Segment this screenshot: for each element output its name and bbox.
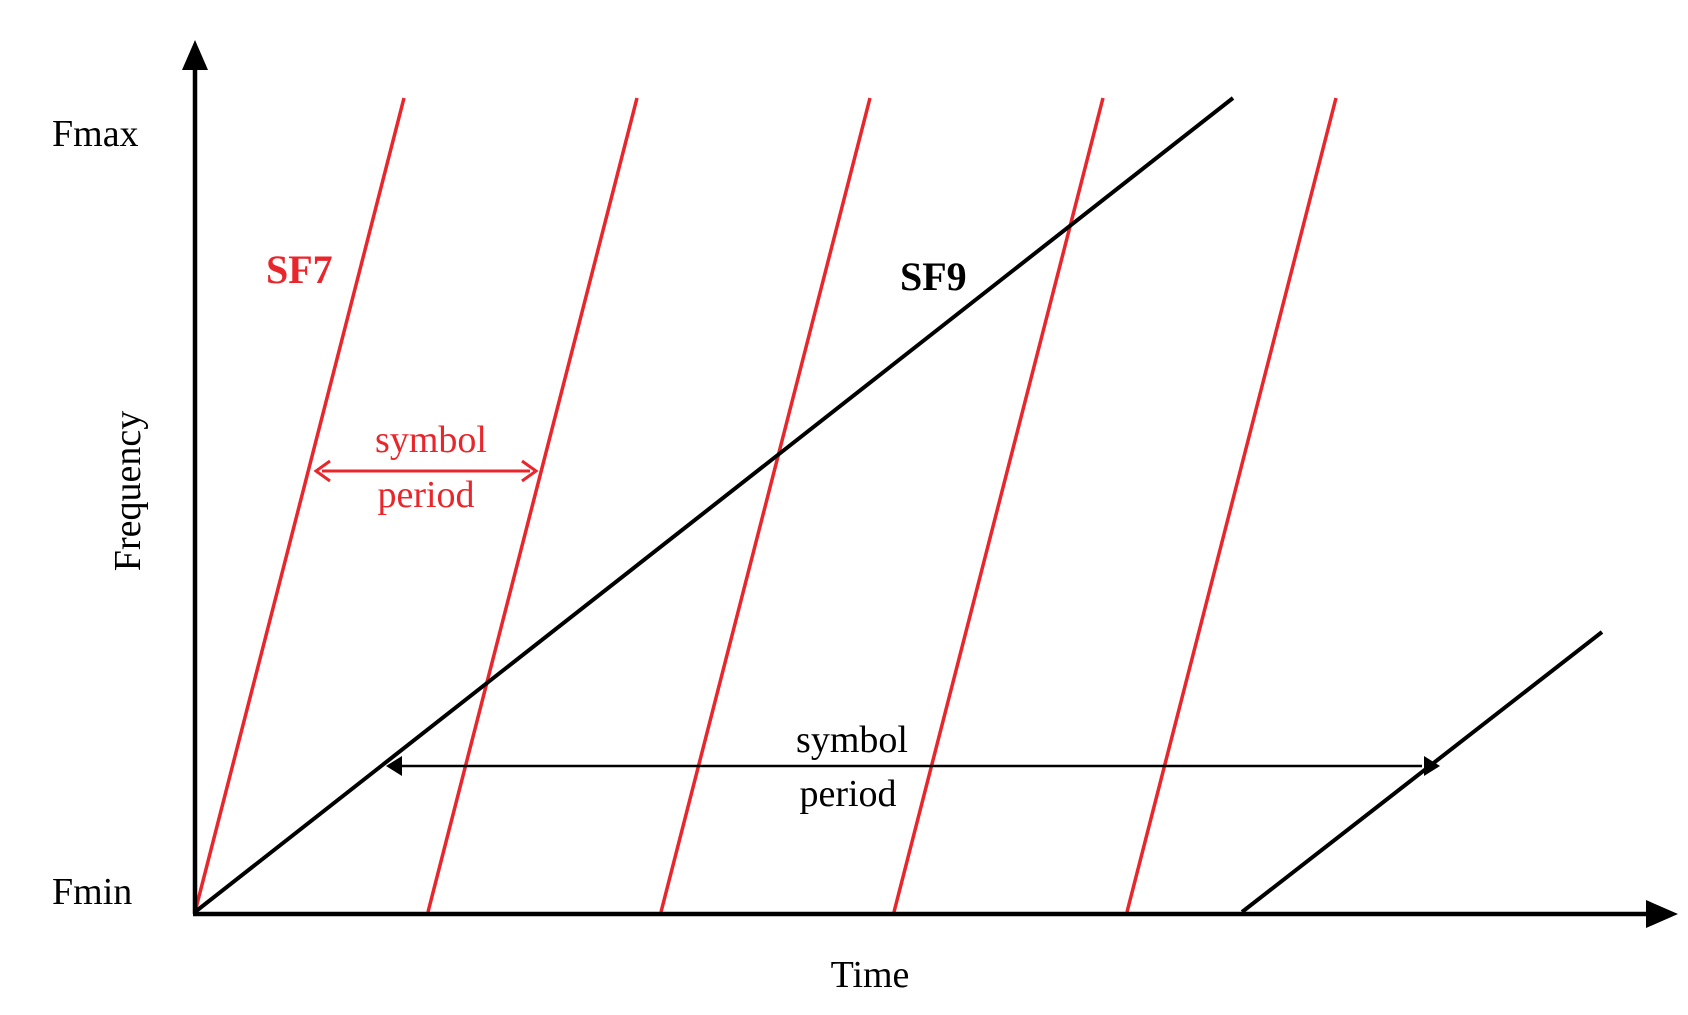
sf7-period-arrow-right bbox=[521, 459, 539, 483]
y-axis-arrow bbox=[182, 40, 208, 70]
sf9-chirps bbox=[193, 96, 1604, 914]
sf9-chirp-2 bbox=[1240, 630, 1604, 914]
sf7-chirps bbox=[193, 97, 1338, 913]
y-axis-label: Frequency bbox=[107, 411, 149, 571]
sf7-period-arrow-left bbox=[313, 459, 331, 483]
sf7-chirp-5 bbox=[1125, 97, 1338, 913]
sf7-chirp-3 bbox=[659, 97, 872, 913]
sf9-label: SF9 bbox=[900, 254, 967, 299]
sf9-period-label-line1: symbol bbox=[796, 719, 908, 761]
sf7-period-annotation: symbol period bbox=[313, 419, 539, 516]
sf9-period-arrow-right bbox=[1424, 756, 1440, 776]
fmax-label: Fmax bbox=[52, 113, 139, 155]
sf9-period-label-line2: period bbox=[799, 773, 896, 815]
sf9-chirp-1 bbox=[193, 96, 1235, 914]
sf7-chirp-1 bbox=[193, 97, 406, 913]
sf7-chirp-4 bbox=[892, 97, 1105, 913]
axes bbox=[182, 40, 1678, 928]
sf9-period-annotation: symbol period bbox=[386, 719, 1440, 815]
sf7-label: SF7 bbox=[266, 247, 333, 292]
sf7-chirp-2 bbox=[426, 97, 639, 913]
sf7-period-label-line2: period bbox=[377, 474, 474, 516]
x-axis-arrow bbox=[1646, 900, 1678, 928]
fmin-label: Fmin bbox=[52, 871, 132, 913]
sf7-period-label-line1: symbol bbox=[375, 419, 487, 461]
x-axis-label: Time bbox=[831, 954, 910, 996]
sf9-period-arrow-left bbox=[386, 756, 402, 776]
